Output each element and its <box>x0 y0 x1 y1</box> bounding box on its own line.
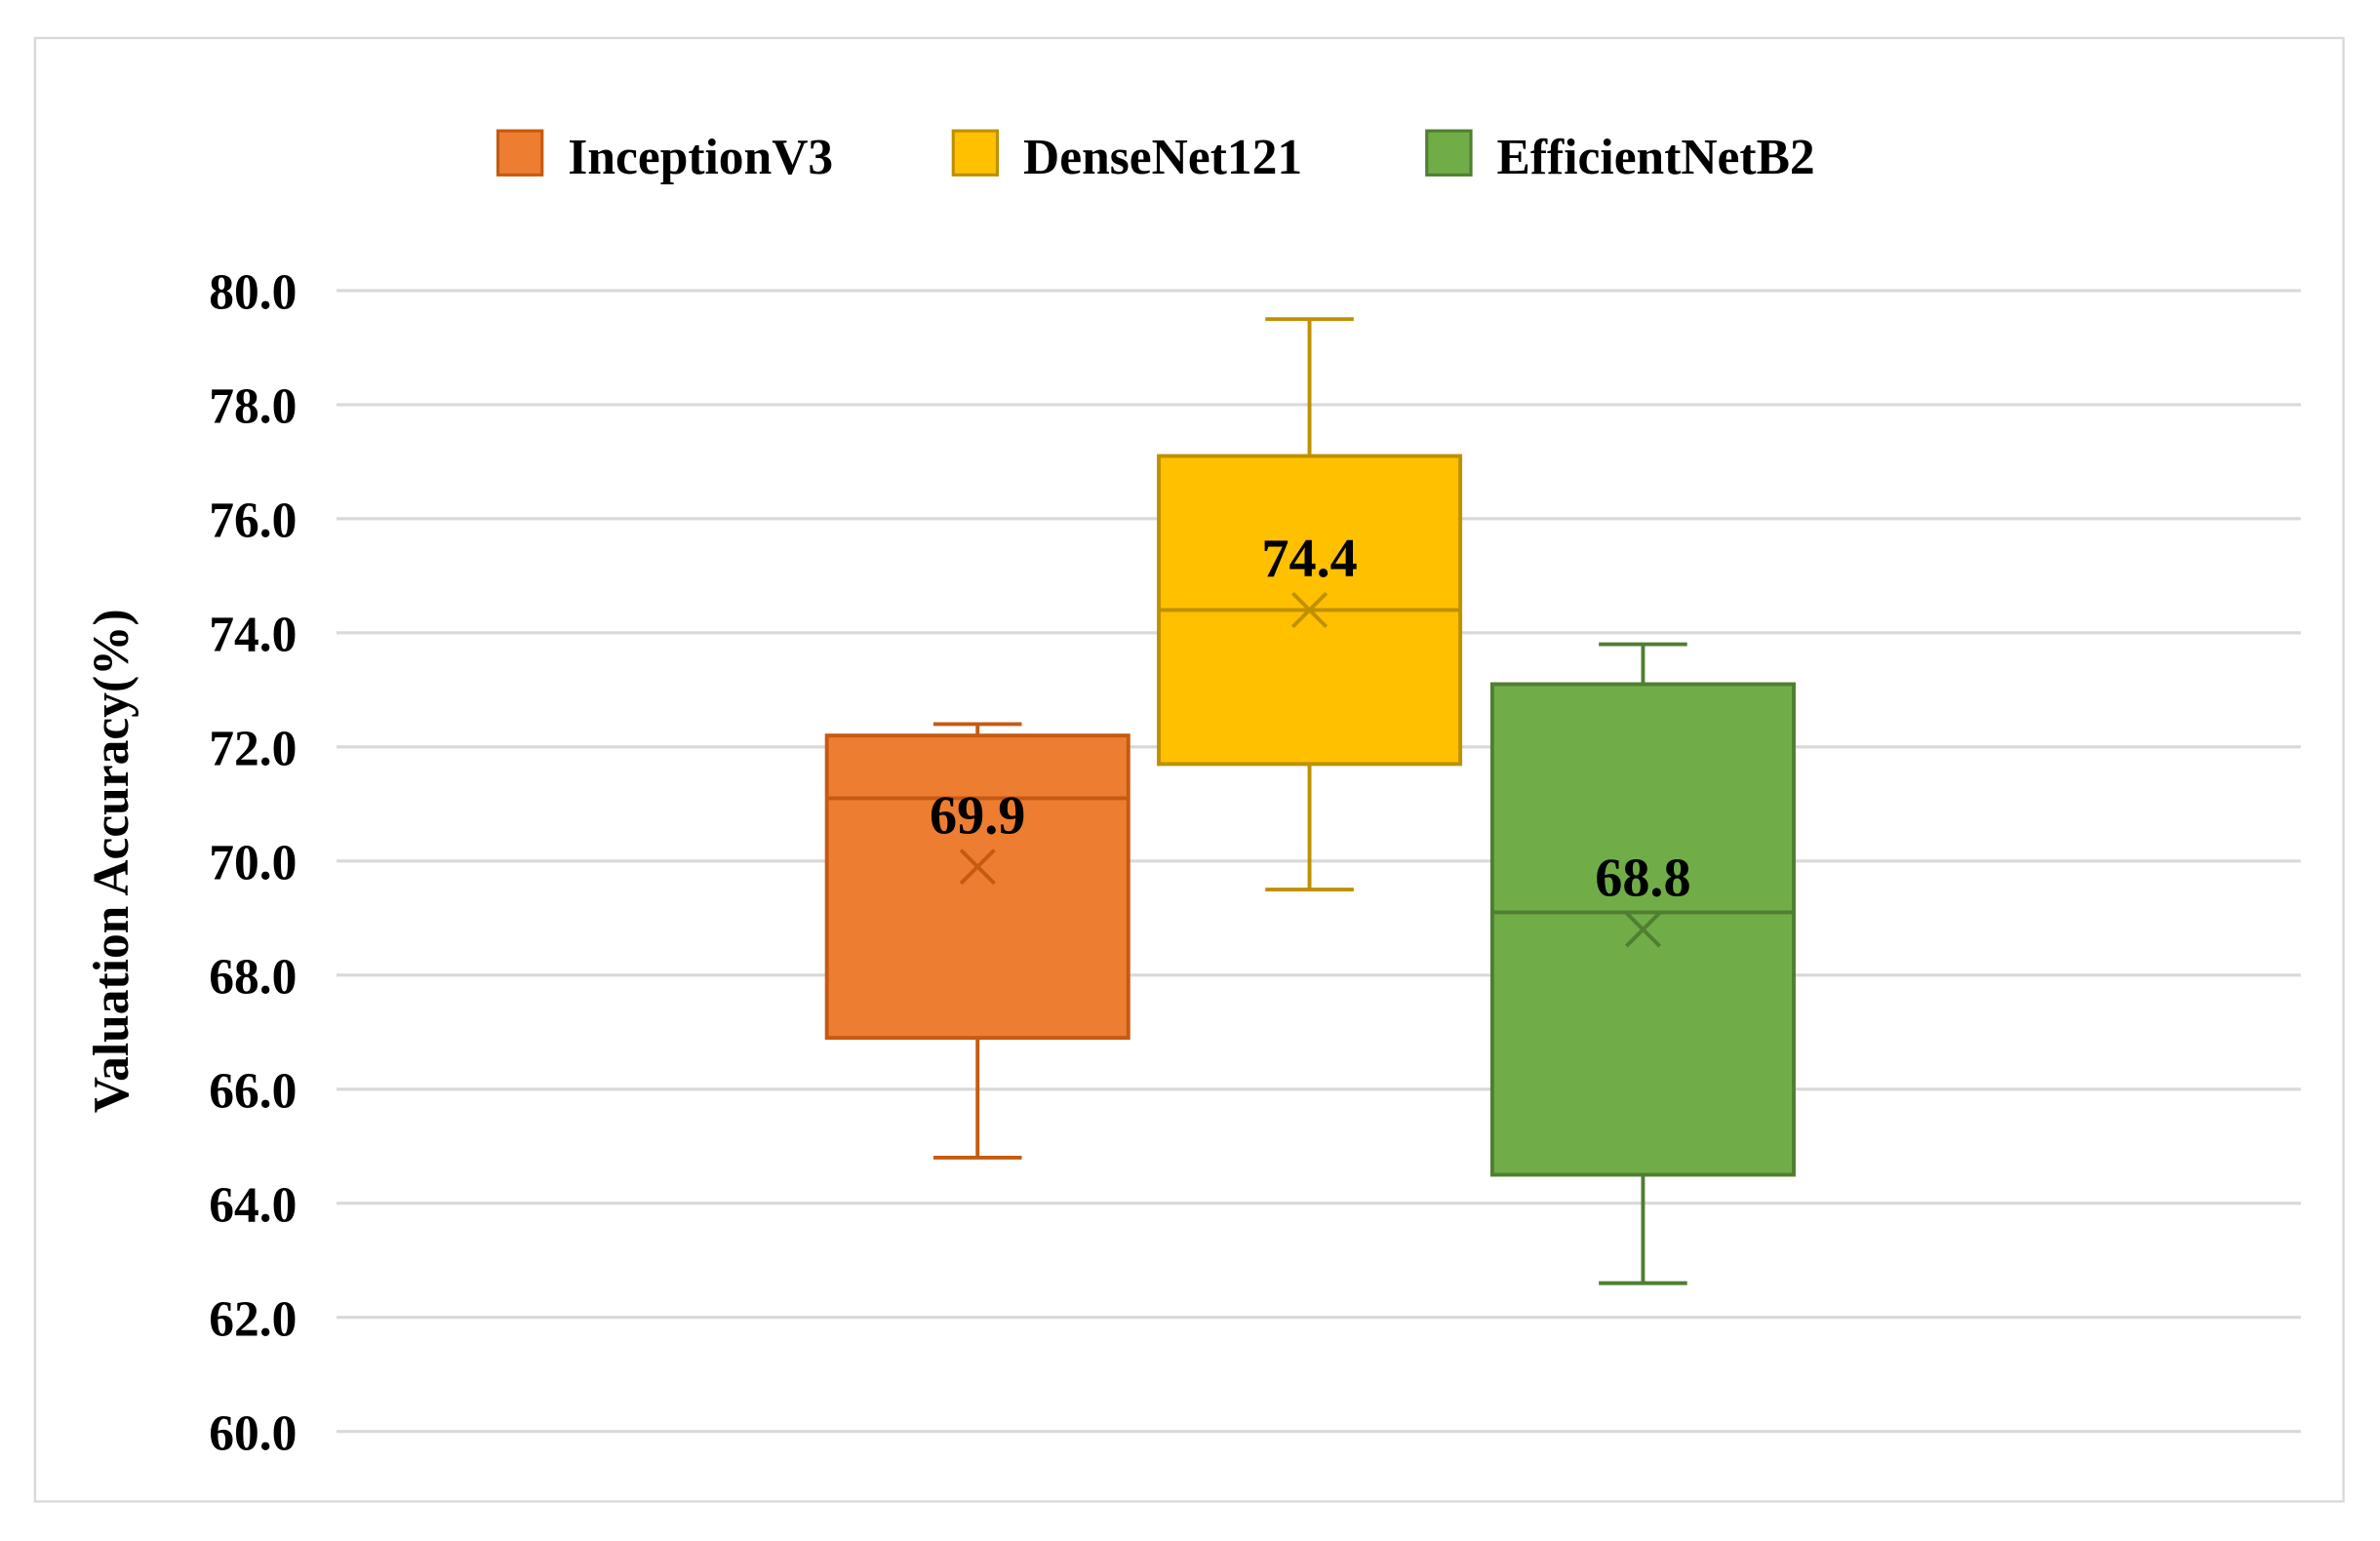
y-axis-tick-labels: 60.0 62.0 64.0 66.0 68.0 70.0 72.0 74.0 76.0 78.0… <box>209 265 297 1462</box>
y-tick-label: 80.0 <box>209 265 297 321</box>
y-tick-label: 72.0 <box>209 722 297 777</box>
mean-marker <box>959 849 996 886</box>
mean-label: 68.8 <box>1595 849 1690 909</box>
box-inceptionv3: 69.9 <box>824 722 1130 1160</box>
iqr-box <box>824 733 1130 1041</box>
y-axis-title: Valuation Accuracy(%) <box>84 609 139 1113</box>
legend-label: EfficientNetB2 <box>1497 130 1815 185</box>
y-tick-label: 60.0 <box>209 1405 297 1461</box>
box-series: 69.9 74.4 68.8 <box>824 317 1796 1285</box>
mean-label: 69.9 <box>930 785 1025 846</box>
y-tick-label: 74.0 <box>209 608 297 663</box>
legend: InceptionV3 DenseNet121 EfficientNetB2 <box>496 129 1815 185</box>
legend-swatch-inceptionv3 <box>496 129 544 177</box>
y-tick-label: 70.0 <box>209 836 297 891</box>
mean-marker <box>1624 911 1661 948</box>
legend-swatch-densenet121 <box>951 129 1000 177</box>
y-tick-label: 64.0 <box>209 1177 297 1233</box>
y-tick-label: 78.0 <box>209 379 297 435</box>
legend-swatch-efficientnetb2 <box>1425 129 1473 177</box>
y-tick-label: 68.0 <box>209 950 297 1006</box>
legend-label: DenseNet121 <box>1023 130 1302 185</box>
y-tick-label: 66.0 <box>209 1063 297 1119</box>
mean-label: 74.4 <box>1261 529 1357 589</box>
box-efficientnetb2: 68.8 <box>1489 642 1796 1285</box>
box-densenet121: 74.4 <box>1157 317 1463 891</box>
mean-marker <box>1290 591 1329 628</box>
y-tick-label: 62.0 <box>209 1291 297 1347</box>
y-tick-label: 76.0 <box>209 494 297 549</box>
legend-label: InceptionV3 <box>568 130 833 185</box>
chart-frame <box>33 36 2345 1503</box>
